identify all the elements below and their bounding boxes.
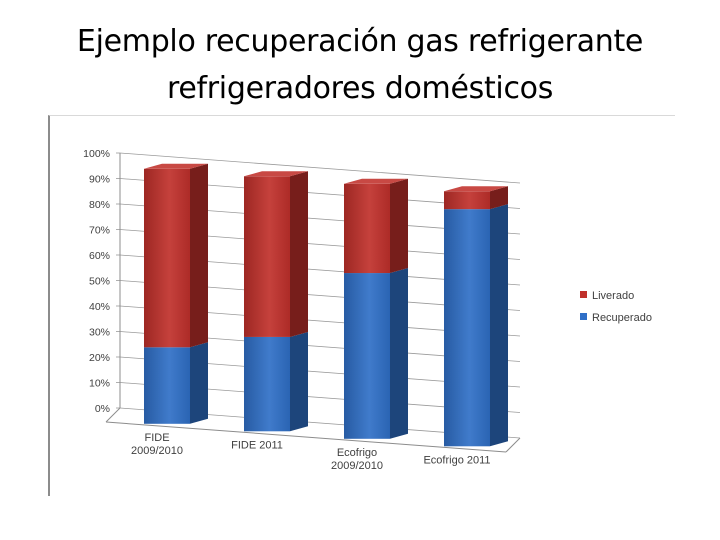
category-label-1: FIDE 2009/2010 (131, 432, 183, 457)
y-tick-label: 60% (89, 250, 110, 262)
legend-swatch-liverado (580, 291, 587, 298)
floor-front-edge (105, 421, 507, 453)
y-tick-label: 80% (89, 199, 110, 211)
y-tick-label: 0% (95, 403, 110, 415)
y-axis-ticks: 0% 10% 20% 30% 40% 50% 60% 70% 80% 90% 100% (83, 148, 110, 415)
y-tick-label: 20% (89, 352, 110, 364)
y-tick-label: 30% (89, 327, 110, 339)
chart-legend: Liverado Recuperado (580, 290, 652, 324)
y-tick-label: 40% (89, 301, 110, 313)
bar-side-liverado-2 (290, 171, 308, 337)
bar-liverado-4 (444, 191, 490, 210)
bar-liverado-3 (344, 183, 390, 274)
bar-side-recuperado-2 (290, 331, 308, 432)
slide-title: Ejemplo recuperación gas refrigerante re… (0, 18, 720, 112)
bar-recuperado-3 (344, 273, 390, 439)
chart-frame (48, 115, 675, 496)
x-axis-categories: FIDE 2009/2010 FIDE 2011 Ecofrigo 2009/2010 E… (131, 432, 491, 472)
y-tick-label: 70% (89, 225, 110, 237)
legend-label-liverado: Liverado (592, 290, 634, 302)
bar-top-4 (444, 186, 508, 192)
y-tick-label: 10% (89, 378, 110, 390)
chart-bars (144, 163, 508, 447)
category-label-2: FIDE 2011 (231, 439, 283, 451)
y-tick-label: 90% (89, 174, 110, 186)
category-label-3: Ecofrigo 2009/2010 (331, 447, 383, 472)
bar-side-liverado-1 (190, 163, 208, 348)
bar-side-recuperado-1 (190, 342, 208, 424)
bar-recuperado-4 (444, 209, 490, 447)
floor-edge (105, 407, 121, 423)
gridline (119, 152, 521, 184)
bar-side-recuperado-4 (490, 204, 508, 447)
floor-edge (505, 437, 521, 453)
bar-top-3 (344, 178, 408, 184)
y-tick-label: 100% (83, 148, 110, 160)
y-tick-label: 50% (89, 276, 110, 288)
slide-title-line-2: refrigeradores domésticos (166, 71, 554, 106)
bar-side-liverado-3 (390, 178, 408, 274)
bar-recuperado-2 (244, 336, 290, 432)
bar-top-2 (244, 171, 308, 177)
category-label-4: Ecofrigo 2011 (423, 454, 490, 466)
bar-liverado-1 (144, 168, 190, 348)
bar-side-liverado-4 (490, 186, 508, 210)
bar-top-1 (144, 163, 208, 169)
slide-title-line-1: Ejemplo recuperación gas refrigerante (76, 24, 644, 59)
legend-label-recuperado: Recuperado (592, 312, 652, 324)
bar-liverado-2 (244, 176, 290, 337)
bar-recuperado-1 (144, 347, 190, 424)
bar-side-recuperado-3 (390, 268, 408, 439)
legend-swatch-recuperado (580, 313, 587, 320)
